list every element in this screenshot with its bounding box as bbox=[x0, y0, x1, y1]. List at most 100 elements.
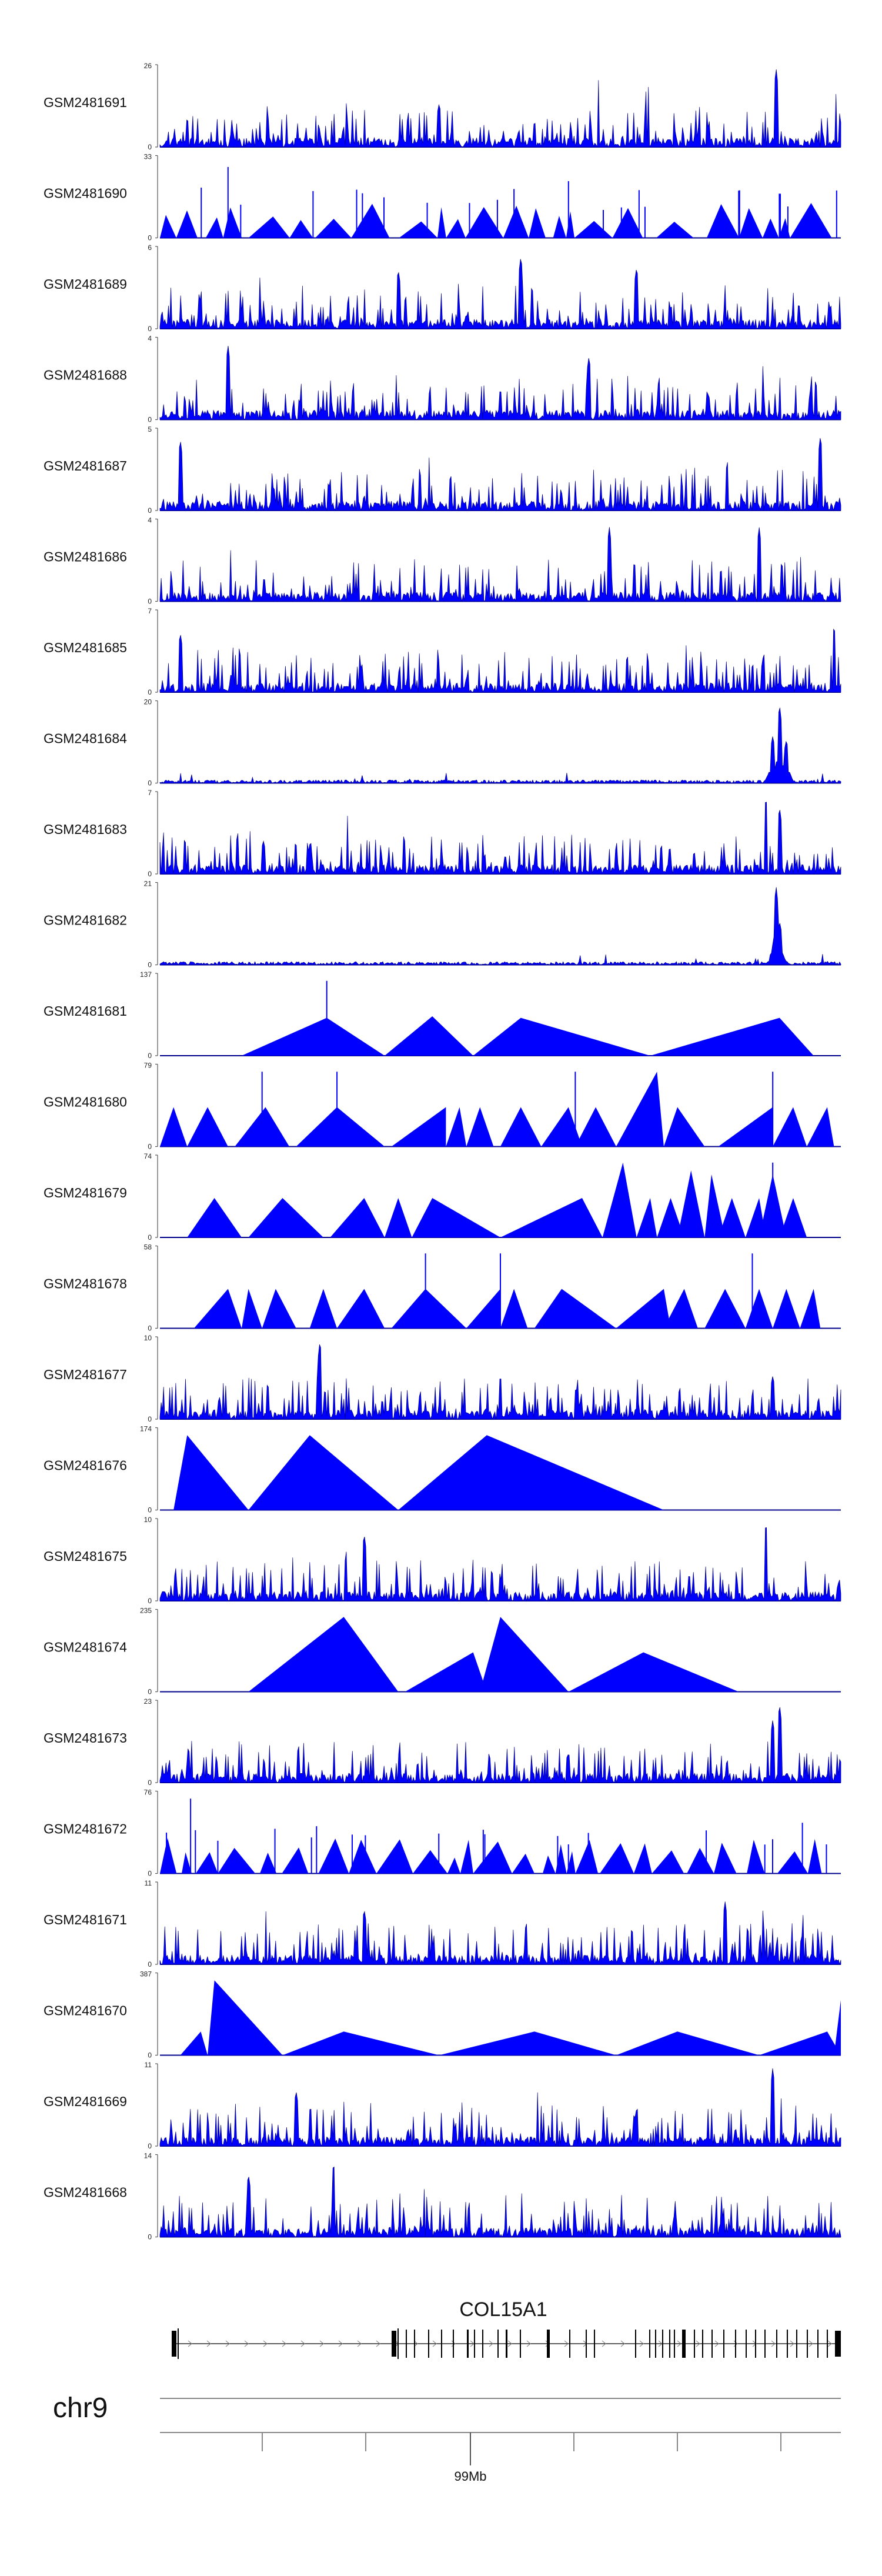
track-GSM2481683: GSM2481683 7 0 bbox=[44, 789, 841, 878]
coverage-peak bbox=[762, 218, 779, 238]
coverage-peak bbox=[512, 1853, 534, 1874]
gene-exon bbox=[441, 2330, 442, 2358]
y-max-label: 21 bbox=[144, 880, 152, 888]
coverage-peak bbox=[349, 1840, 377, 1874]
track-GSM2481673: GSM2481673 23 0 bbox=[44, 1697, 841, 1787]
track-label: GSM2481679 bbox=[44, 1185, 127, 1200]
coverage-peak bbox=[296, 1107, 385, 1147]
coverage-peak bbox=[677, 1170, 705, 1237]
coverage-peak bbox=[193, 1289, 242, 1329]
gene-exon bbox=[453, 2330, 454, 2358]
strand-arrow bbox=[677, 2340, 681, 2347]
gene-exon bbox=[178, 2328, 179, 2359]
coverage-peak bbox=[223, 207, 242, 238]
coverage-peak bbox=[657, 1198, 684, 1237]
coverage-area bbox=[159, 438, 841, 512]
y-zero-label: 0 bbox=[148, 779, 152, 788]
strand-arrow bbox=[300, 2340, 305, 2347]
strand-arrow bbox=[338, 2340, 343, 2347]
coverage-peak bbox=[206, 217, 223, 238]
gene-exon bbox=[406, 2330, 407, 2358]
y-max-label: 11 bbox=[145, 1879, 152, 1887]
y-zero-label: 0 bbox=[148, 1688, 152, 1696]
coverage-peak bbox=[460, 1840, 473, 1874]
track-GSM2481687: GSM2481687 5 0 bbox=[44, 425, 841, 515]
coverage-peak bbox=[241, 1289, 262, 1329]
coverage-peak bbox=[503, 205, 529, 238]
gene-exon bbox=[674, 2330, 675, 2358]
coverage-peak bbox=[574, 221, 613, 238]
y-zero-label: 0 bbox=[148, 506, 152, 515]
y-max-label: 174 bbox=[140, 1425, 152, 1433]
strand-arrow bbox=[263, 2340, 268, 2347]
y-zero-label: 0 bbox=[148, 1778, 152, 1787]
axis-ticks bbox=[262, 2432, 781, 2465]
gene-exon bbox=[506, 2330, 507, 2358]
coverage-peak bbox=[218, 1848, 256, 1874]
coverage-area bbox=[159, 1527, 841, 1602]
gene-exon bbox=[764, 2330, 766, 2358]
track-GSM2481680: GSM2481680 79 0 bbox=[44, 1062, 841, 1151]
coverage-peak bbox=[687, 1847, 714, 1874]
coverage-peak bbox=[759, 2031, 841, 2056]
coverage-peak bbox=[553, 215, 566, 238]
coverage-peak bbox=[834, 2000, 841, 2056]
coverage-peak bbox=[777, 1851, 808, 1874]
coverage-peak bbox=[575, 1107, 616, 1147]
coverage-peak bbox=[500, 1198, 603, 1237]
coverage-peak bbox=[555, 1844, 567, 1874]
coverage-area bbox=[159, 802, 841, 875]
y-zero-label: 0 bbox=[148, 2142, 152, 2150]
coverage-peak bbox=[707, 203, 739, 238]
gene-exon bbox=[594, 2330, 595, 2358]
coverage-peak bbox=[318, 1838, 349, 1874]
coverage-peak bbox=[779, 1198, 807, 1237]
coverage-peak bbox=[315, 218, 352, 238]
coverage-peak bbox=[208, 1980, 283, 2056]
y-zero-label: 0 bbox=[148, 1143, 152, 1151]
strand-arrow bbox=[564, 2340, 569, 2347]
y-max-label: 11 bbox=[145, 2061, 152, 2069]
strand-arrow bbox=[432, 2340, 437, 2347]
coverage-peak bbox=[248, 1435, 399, 1510]
track-label: GSM2481672 bbox=[44, 1821, 127, 1837]
gene-exon bbox=[482, 2330, 483, 2358]
genome-axis: chr9 99Mb bbox=[53, 2393, 841, 2484]
strand-arrow bbox=[790, 2340, 794, 2347]
track-label: GSM2481677 bbox=[44, 1367, 127, 1382]
coverage-area bbox=[159, 708, 841, 784]
coverage-area bbox=[159, 1344, 841, 1420]
track-label: GSM2481670 bbox=[44, 2003, 127, 2018]
gene-exon bbox=[662, 2330, 663, 2358]
coverage-peak bbox=[704, 1289, 746, 1329]
coverage-peak bbox=[500, 1107, 542, 1147]
strand-arrow bbox=[602, 2340, 606, 2347]
coverage-peak bbox=[289, 220, 313, 238]
track-label: GSM2481689 bbox=[44, 276, 127, 292]
gene-exon bbox=[682, 2330, 686, 2358]
track-GSM2481685: GSM2481685 7 0 bbox=[44, 607, 841, 696]
y-max-label: 79 bbox=[144, 1062, 152, 1070]
y-zero-label: 0 bbox=[148, 416, 152, 424]
track-GSM2481688: GSM2481688 4 0 bbox=[44, 335, 841, 424]
y-max-label: 14 bbox=[144, 2152, 152, 2160]
coverage-peak bbox=[337, 1289, 385, 1329]
coverage-peak bbox=[439, 2031, 616, 2056]
track-GSM2481689: GSM2481689 6 0 bbox=[44, 243, 841, 333]
y-zero-label: 0 bbox=[148, 1597, 152, 1605]
y-max-label: 137 bbox=[140, 970, 152, 979]
coverage-peak bbox=[568, 1652, 739, 1692]
coverage-area bbox=[159, 69, 841, 148]
coverage-peak bbox=[663, 1107, 705, 1147]
track-label: GSM2481690 bbox=[44, 186, 127, 201]
gene-exon bbox=[694, 2330, 695, 2358]
track-label: GSM2481675 bbox=[44, 1549, 127, 1564]
strand-arrow bbox=[714, 2340, 719, 2347]
coverage-peak bbox=[602, 1162, 637, 1237]
y-zero-label: 0 bbox=[148, 688, 152, 696]
coverage-area bbox=[159, 345, 841, 421]
coverage-peak bbox=[465, 207, 503, 238]
gene-exon bbox=[787, 2330, 788, 2358]
gene-exon bbox=[428, 2330, 429, 2358]
